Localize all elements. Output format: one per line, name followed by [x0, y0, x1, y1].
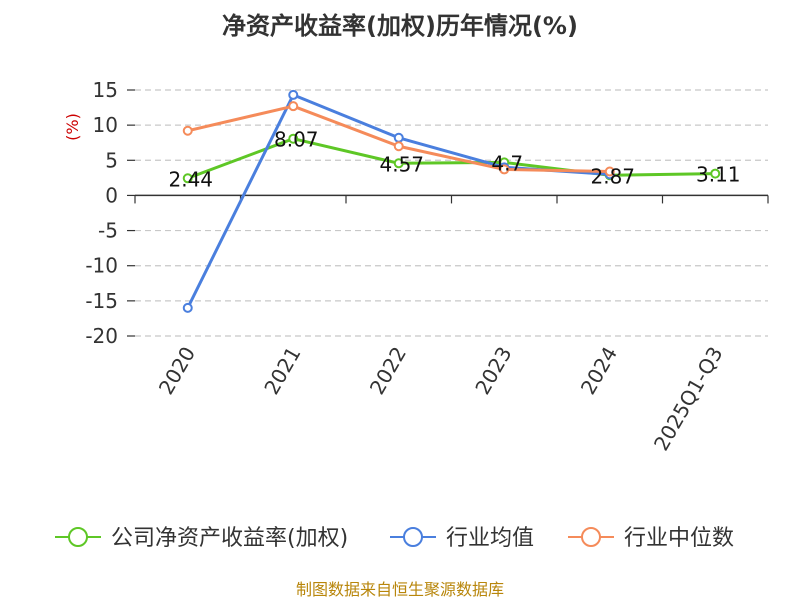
chart-title: 净资产收益率(加权)历年情况(%) [222, 12, 578, 40]
y-tick-label: -10 [85, 254, 118, 278]
y-tick-label: 10 [93, 113, 118, 137]
y-tick-label: 5 [105, 148, 118, 172]
x-tick-label: 2025Q1-Q3 [649, 343, 728, 455]
legend: 公司净资产收益率(加权) 行业均值 行业中位数 [55, 526, 734, 551]
data-point [182, 173, 193, 184]
data-labels: 2.44 8.07 4.57 4.7 2.87 3.11 [168, 128, 740, 192]
data-label: 8.07 [274, 128, 319, 152]
y-tick-label: 0 [105, 183, 118, 207]
x-tick-label: 2020 [154, 343, 200, 399]
y-tick-label: 15 [93, 78, 118, 102]
data-label: 4.7 [491, 151, 523, 175]
data-point [393, 158, 404, 169]
x-tick-label: 2021 [259, 343, 305, 399]
data-point [288, 133, 299, 144]
grid [135, 89, 768, 337]
data-point [393, 141, 404, 152]
data-point [288, 89, 299, 100]
data-point [710, 168, 721, 179]
legend-marker [68, 527, 88, 547]
data-label: 2.87 [590, 164, 635, 188]
data-point [182, 125, 193, 136]
legend-label: 行业均值 [446, 526, 534, 551]
series-line [187, 137, 716, 180]
data-point [182, 302, 193, 313]
data-label: 3.11 [696, 163, 741, 187]
data-point [393, 132, 404, 143]
series-line [186, 93, 610, 309]
legend-marker [581, 527, 601, 547]
series-group [182, 89, 721, 313]
y-tick-label: -5 [98, 219, 118, 243]
legend-marker [403, 527, 423, 547]
data-point [499, 164, 510, 175]
x-tick-label: 2023 [470, 343, 516, 399]
y-tick-label: -15 [85, 289, 118, 313]
y-axis-label: (%) [63, 113, 82, 141]
legend-label: 行业中位数 [624, 526, 734, 551]
data-point [604, 166, 615, 177]
x-tick-label: 2022 [365, 343, 411, 399]
data-label: 2.44 [168, 167, 213, 191]
y-tick-label: -20 [85, 324, 118, 348]
legend-label: 公司净资产收益率(加权) [111, 526, 348, 551]
source-note: 制图数据来自恒生聚源数据库 [296, 580, 504, 599]
data-label: 4.57 [379, 152, 424, 176]
x-tick-label: 2024 [576, 343, 622, 399]
data-point [288, 101, 299, 112]
